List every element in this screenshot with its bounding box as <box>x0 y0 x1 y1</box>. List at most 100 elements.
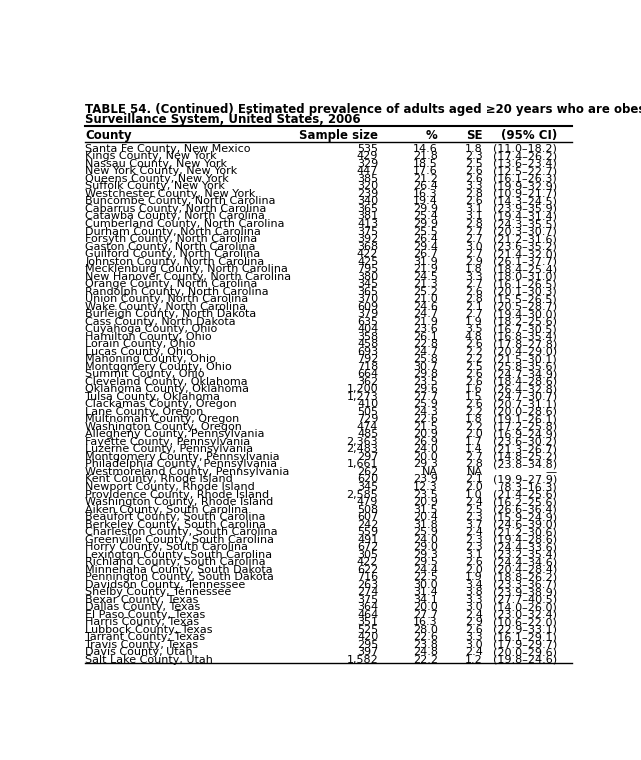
Text: (17.9–29.7): (17.9–29.7) <box>493 640 557 650</box>
Text: 34.1: 34.1 <box>413 595 438 605</box>
Text: 413: 413 <box>357 219 378 229</box>
Text: 24.3: 24.3 <box>413 407 438 417</box>
Text: 21.0: 21.0 <box>413 294 438 304</box>
Text: 340: 340 <box>357 197 378 207</box>
Text: 364: 364 <box>357 602 378 613</box>
Text: 22.6: 22.6 <box>413 414 438 424</box>
Text: (27.7–40.5): (27.7–40.5) <box>493 595 557 605</box>
Text: 320: 320 <box>357 182 378 192</box>
Text: (13.6–23.4): (13.6–23.4) <box>493 159 557 169</box>
Text: (16.1–26.3): (16.1–26.3) <box>494 174 557 184</box>
Text: 29.3: 29.3 <box>413 460 438 470</box>
Text: 2.5: 2.5 <box>465 159 483 169</box>
Text: 3.3: 3.3 <box>465 595 483 605</box>
Text: 1,582: 1,582 <box>346 655 378 665</box>
Text: 17.6: 17.6 <box>413 166 438 176</box>
Text: 29.9: 29.9 <box>413 219 438 229</box>
Text: 31.9: 31.9 <box>413 257 438 267</box>
Text: 410: 410 <box>357 399 378 410</box>
Text: 2,483: 2,483 <box>346 445 378 454</box>
Text: (24.6–39.0): (24.6–39.0) <box>493 520 557 530</box>
Text: 20.9: 20.9 <box>413 429 438 439</box>
Text: 3.5: 3.5 <box>465 325 483 334</box>
Text: 19.4: 19.4 <box>413 197 438 207</box>
Text: 2.8: 2.8 <box>465 189 483 199</box>
Text: (19.4–31.4): (19.4–31.4) <box>493 211 557 221</box>
Text: Mecklenburg County, North Carolina: Mecklenburg County, North Carolina <box>85 264 288 274</box>
Text: 2.8: 2.8 <box>465 460 483 470</box>
Text: 3.3: 3.3 <box>465 632 483 642</box>
Text: Horry County, South Carolina: Horry County, South Carolina <box>85 542 248 552</box>
Text: 21.9: 21.9 <box>413 264 438 274</box>
Text: 24.5: 24.5 <box>413 271 438 282</box>
Text: Surveillance System, United States, 2006: Surveillance System, United States, 2006 <box>85 113 361 126</box>
Text: 607: 607 <box>357 512 378 522</box>
Text: (26.6–36.4): (26.6–36.4) <box>493 505 557 515</box>
Text: 23.5: 23.5 <box>413 489 438 499</box>
Text: (15.9–24.9): (15.9–24.9) <box>493 512 557 522</box>
Text: Dallas County, Texas: Dallas County, Texas <box>85 602 201 613</box>
Text: 1.6: 1.6 <box>465 385 483 394</box>
Text: 464: 464 <box>357 610 378 619</box>
Text: Burleigh County, North Dakota: Burleigh County, North Dakota <box>85 309 256 319</box>
Text: Aiken County, South Carolina: Aiken County, South Carolina <box>85 505 248 515</box>
Text: Forsyth County, North Carolina: Forsyth County, North Carolina <box>85 234 257 244</box>
Text: (20.4–28.4): (20.4–28.4) <box>493 565 557 575</box>
Text: (20.1–30.3): (20.1–30.3) <box>494 287 557 296</box>
Text: (19.1–26.1): (19.1–26.1) <box>493 414 557 424</box>
Text: (19.9–32.9): (19.9–32.9) <box>493 182 557 192</box>
Text: 508: 508 <box>357 505 378 515</box>
Text: (23.0–32.4): (23.0–32.4) <box>493 610 557 619</box>
Text: Luzerne County, Pennsylvania: Luzerne County, Pennsylvania <box>85 445 253 454</box>
Text: 22.8: 22.8 <box>413 339 438 350</box>
Text: New York County, New York: New York County, New York <box>85 166 237 176</box>
Text: 31.5: 31.5 <box>413 505 438 515</box>
Text: 2.3: 2.3 <box>465 534 483 545</box>
Text: 26.9: 26.9 <box>413 437 438 447</box>
Text: 392: 392 <box>357 234 378 244</box>
Text: (18.8–26.2): (18.8–26.2) <box>493 572 557 582</box>
Text: 429: 429 <box>357 151 378 161</box>
Text: 2.2: 2.2 <box>465 354 483 364</box>
Text: Gaston County, North Carolina: Gaston County, North Carolina <box>85 242 256 252</box>
Text: 1.5: 1.5 <box>465 392 483 402</box>
Text: 2.4: 2.4 <box>465 610 483 619</box>
Text: El Paso County, Texas: El Paso County, Texas <box>85 610 205 619</box>
Text: 2.8: 2.8 <box>465 294 483 304</box>
Text: 420: 420 <box>357 632 378 642</box>
Text: 664: 664 <box>357 369 378 379</box>
Text: (18.4–28.6): (18.4–28.6) <box>493 377 557 387</box>
Text: Davidson County, Tennessee: Davidson County, Tennessee <box>85 580 246 590</box>
Text: Cleveland County, Oklahoma: Cleveland County, Oklahoma <box>85 377 247 387</box>
Text: 27.7: 27.7 <box>413 610 438 619</box>
Text: 3.3: 3.3 <box>465 182 483 192</box>
Text: 2.6: 2.6 <box>465 166 483 176</box>
Text: Multnomah County, Oregon: Multnomah County, Oregon <box>85 414 239 424</box>
Text: 1.2: 1.2 <box>465 655 483 665</box>
Text: (23.9–38.9): (23.9–38.9) <box>493 587 557 597</box>
Text: 22.6: 22.6 <box>413 632 438 642</box>
Text: 2.5: 2.5 <box>465 505 483 515</box>
Text: 1.9: 1.9 <box>465 317 483 327</box>
Text: 2.2: 2.2 <box>465 407 483 417</box>
Text: 239: 239 <box>357 189 378 199</box>
Text: Cumberland County, North Carolina: Cumberland County, North Carolina <box>85 219 285 229</box>
Text: 3.8: 3.8 <box>465 587 483 597</box>
Text: Harris County, Texas: Harris County, Texas <box>85 617 199 627</box>
Text: Washington County, Oregon: Washington County, Oregon <box>85 422 242 432</box>
Text: NA: NA <box>467 467 483 477</box>
Text: Lane County, Oregon: Lane County, Oregon <box>85 407 203 417</box>
Text: Bexar County, Texas: Bexar County, Texas <box>85 595 199 605</box>
Text: (16.7–30.5): (16.7–30.5) <box>494 325 557 334</box>
Text: 2.2: 2.2 <box>465 347 483 356</box>
Text: Minnehaha County, South Dakota: Minnehaha County, South Dakota <box>85 565 272 575</box>
Text: 29.6: 29.6 <box>413 385 438 394</box>
Text: 29.4: 29.4 <box>413 242 438 252</box>
Text: (20.5–28.7): (20.5–28.7) <box>493 302 557 312</box>
Text: Hamilton County, Ohio: Hamilton County, Ohio <box>85 331 212 342</box>
Text: (14.0–26.0): (14.0–26.0) <box>493 602 557 613</box>
Text: 1.8: 1.8 <box>465 144 483 154</box>
Text: (26.1–37.7): (26.1–37.7) <box>493 257 557 267</box>
Text: Buncombe County, North Carolina: Buncombe County, North Carolina <box>85 197 276 207</box>
Text: 16.3: 16.3 <box>413 189 438 199</box>
